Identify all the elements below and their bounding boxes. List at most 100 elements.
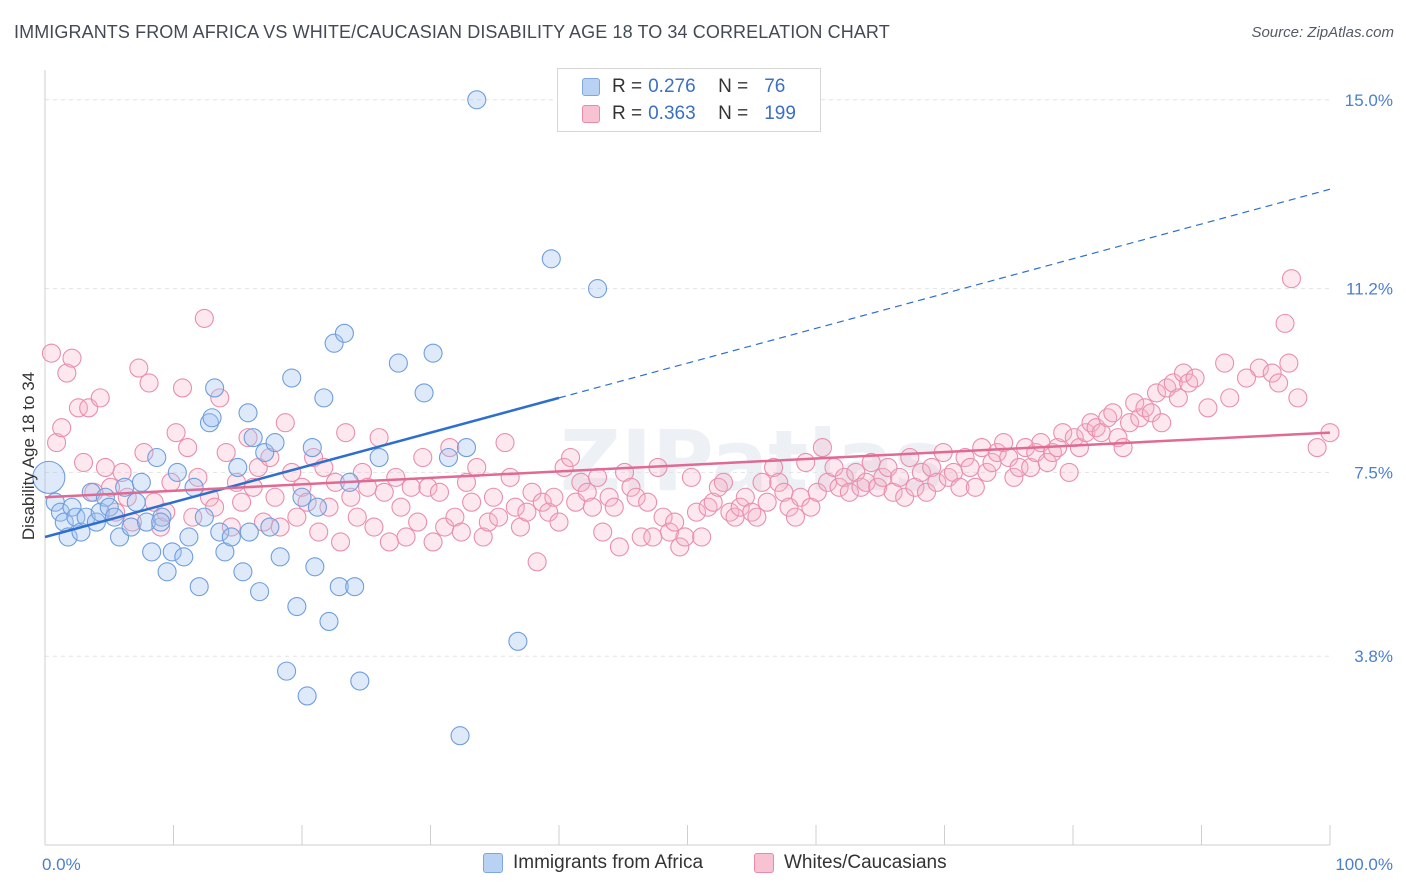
point-africa-36	[221, 527, 241, 547]
point-africa-67	[456, 438, 477, 458]
point-whites-62	[379, 532, 399, 552]
point-africa-32	[199, 413, 220, 433]
point-whites-202	[1146, 383, 1167, 403]
point-whites-54	[336, 423, 356, 443]
point-whites-174	[994, 433, 1014, 453]
point-whites-222	[1279, 353, 1299, 373]
point-africa-38	[233, 562, 253, 582]
point-africa-41	[250, 582, 270, 602]
point-whites-26	[183, 507, 203, 527]
point-whites-216	[1220, 388, 1240, 408]
point-whites-144	[829, 477, 849, 497]
point-whites-71	[429, 482, 450, 502]
bottom-legend-africa: Immigrants from Africa	[483, 852, 703, 874]
point-whites-28	[194, 308, 214, 328]
point-africa-39	[238, 403, 258, 423]
point-whites-121	[703, 492, 723, 512]
point-whites-213	[1262, 363, 1282, 383]
point-whites-185	[1053, 423, 1073, 443]
point-whites-82	[489, 507, 509, 527]
point-whites-73	[440, 438, 460, 458]
point-whites-106	[621, 477, 641, 497]
point-whites-141	[812, 438, 832, 458]
point-africa-65	[438, 447, 459, 468]
point-whites-85	[505, 497, 525, 517]
point-whites-109	[638, 492, 658, 512]
point-africa-5	[62, 497, 82, 517]
source-label: Source: ZipAtlas.com	[1251, 24, 1394, 41]
x-tick-label-1: 100.0%	[1335, 855, 1393, 874]
point-whites-182	[1037, 452, 1057, 473]
point-whites-2	[52, 418, 72, 438]
point-whites-83	[495, 433, 515, 453]
point-africa-73	[239, 522, 259, 542]
point-whites-194	[1103, 403, 1123, 423]
point-whites-27	[188, 467, 208, 487]
point-africa-2	[50, 502, 70, 522]
point-whites-81	[483, 487, 504, 507]
y-tick-label-0: 3.8%	[1354, 647, 1393, 666]
trend-line-africa-extrapolated	[558, 188, 1331, 399]
point-africa-50	[297, 686, 317, 706]
point-whites-131	[757, 492, 777, 512]
bottom-legend-whites: Whites/Caucasians	[754, 852, 947, 874]
point-whites-87	[517, 502, 537, 522]
point-whites-166	[950, 477, 970, 497]
point-whites-132	[764, 457, 784, 477]
point-whites-130	[752, 472, 772, 492]
point-whites-65	[396, 527, 416, 547]
point-whites-140	[807, 482, 827, 502]
legend-swatch-whites	[582, 105, 600, 123]
point-whites-35	[232, 492, 252, 512]
point-africa-19	[131, 472, 151, 492]
point-africa-52	[307, 497, 327, 517]
point-whites-61	[374, 482, 394, 502]
bottom-legend-swatch-whites	[754, 853, 774, 873]
point-whites-5	[68, 398, 88, 418]
point-whites-79	[473, 527, 493, 547]
point-whites-84	[500, 467, 520, 487]
point-whites-80	[478, 512, 498, 532]
point-africa-46	[277, 661, 297, 681]
point-whites-9	[90, 388, 110, 408]
point-whites-76	[456, 472, 477, 492]
point-africa-43	[260, 517, 280, 537]
point-whites-68	[413, 447, 433, 468]
point-africa-54	[319, 611, 339, 631]
point-africa-28	[179, 527, 199, 547]
point-africa-63	[414, 383, 434, 403]
point-whites-66	[401, 477, 421, 497]
point-whites-177	[1009, 457, 1029, 477]
point-whites-203	[1152, 413, 1172, 433]
trend-line-whites	[44, 431, 1331, 499]
point-whites-95	[561, 447, 581, 468]
point-africa-56	[329, 577, 349, 597]
point-africa-22	[147, 447, 167, 468]
point-whites-156	[895, 487, 915, 507]
point-whites-4	[62, 348, 82, 368]
point-africa-0	[32, 460, 66, 494]
legend-n-value: 76	[764, 76, 786, 97]
point-whites-110	[643, 527, 663, 547]
point-whites-147	[846, 462, 866, 482]
point-whites-64	[391, 497, 411, 517]
point-whites-171	[977, 462, 997, 482]
point-africa-17	[121, 517, 141, 537]
point-africa-26	[167, 462, 187, 482]
point-whites-145	[834, 467, 854, 487]
point-whites-107	[626, 487, 646, 507]
point-africa-24	[157, 562, 177, 582]
point-whites-201	[1141, 403, 1161, 423]
point-whites-91	[539, 502, 559, 522]
point-whites-170	[972, 438, 992, 458]
point-whites-220	[1307, 438, 1327, 458]
point-whites-113	[659, 522, 680, 542]
point-whites-197	[1119, 413, 1140, 433]
point-whites-33	[221, 517, 241, 537]
point-africa-40	[243, 428, 263, 448]
point-whites-24	[172, 378, 193, 398]
point-whites-59	[364, 517, 384, 537]
point-africa-64	[423, 343, 443, 363]
point-whites-30	[205, 497, 225, 517]
point-whites-32	[216, 442, 236, 463]
